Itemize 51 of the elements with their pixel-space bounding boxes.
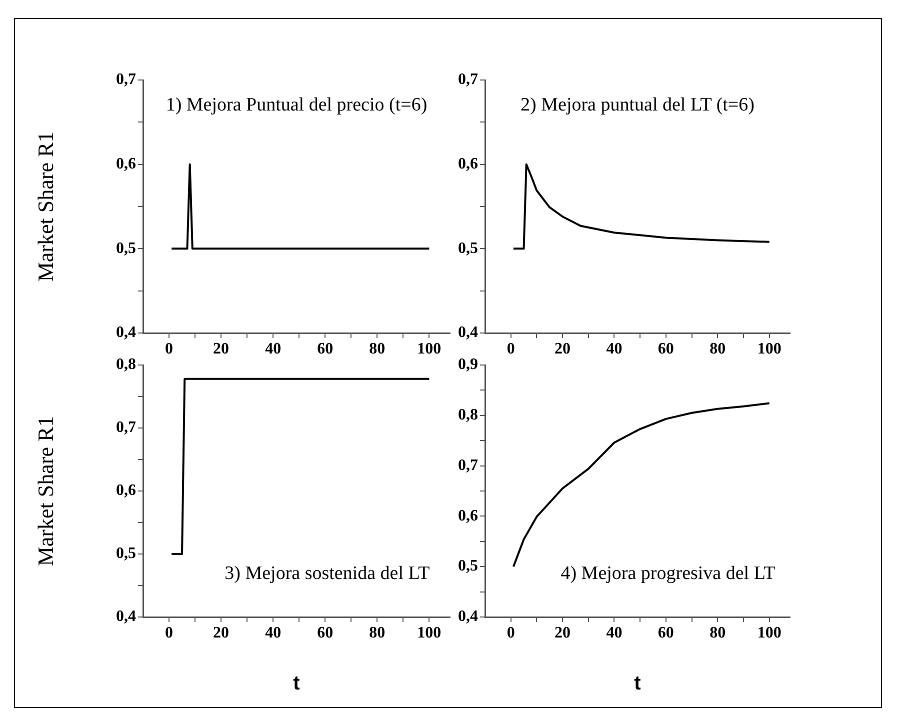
y-tick-label: 0,4 xyxy=(458,608,478,626)
x-tick-label: 100 xyxy=(757,624,782,642)
annotation: 4) Mejora progresiva del LT xyxy=(560,563,776,584)
x-tick-label: 60 xyxy=(658,624,674,642)
y-tick-label: 0,5 xyxy=(116,240,136,257)
y-tick-label: 0,7 xyxy=(458,456,478,474)
x-tick-label: 40 xyxy=(265,624,282,642)
y-tick-label: 0,5 xyxy=(458,240,478,257)
y-tick-label: 0,6 xyxy=(116,482,136,500)
y-tick-label: 0,7 xyxy=(116,71,136,88)
x-tick-label: 20 xyxy=(213,624,230,642)
x-tick-label: 40 xyxy=(606,340,622,358)
annotation: 3) Mejora sostenida del LT xyxy=(224,563,430,584)
y-tick-label: 0,8 xyxy=(116,356,136,374)
x-tick-label: 20 xyxy=(554,624,571,642)
y-tick-label: 0,7 xyxy=(458,71,478,88)
x-axis-title: t xyxy=(293,672,300,695)
x-tick-label: 0 xyxy=(506,624,515,642)
y-axis-title: Market Share R1 xyxy=(32,131,58,282)
y-tick-label: 0,9 xyxy=(458,356,478,374)
x-tick-label: 100 xyxy=(417,624,442,642)
annotation: 2) Mejora puntual del LT (t=6) xyxy=(520,94,754,116)
x-tick-label: 80 xyxy=(710,624,726,642)
y-tick-label: 0,4 xyxy=(458,324,478,342)
x-tick-label: 80 xyxy=(710,340,726,358)
x-tick-label: 40 xyxy=(265,340,282,358)
y-tick-label: 0,5 xyxy=(116,545,136,562)
y-tick-label: 0,8 xyxy=(458,406,478,424)
x-tick-label: 0 xyxy=(165,624,174,642)
y-tick-label: 0,6 xyxy=(116,155,136,172)
x-tick-label: 100 xyxy=(417,340,442,358)
y-tick-label: 0,4 xyxy=(116,324,136,342)
x-tick-label: 0 xyxy=(165,340,174,358)
x-tick-label: 60 xyxy=(658,340,674,358)
y-tick-label: 0,4 xyxy=(116,608,136,626)
x-tick-label: 0 xyxy=(506,340,515,358)
y-tick-label: 0,5 xyxy=(458,558,478,575)
x-axis-title: t xyxy=(634,672,642,695)
x-tick-label: 20 xyxy=(213,340,230,358)
annotation: 1) Mejora Puntual del precio (t=6) xyxy=(166,94,428,116)
x-tick-label: 80 xyxy=(369,340,386,358)
y-tick-label: 0,6 xyxy=(458,155,478,172)
x-tick-label: 80 xyxy=(369,624,386,642)
y-tick-label: 0,7 xyxy=(116,419,136,436)
x-tick-label: 40 xyxy=(606,624,622,642)
x-tick-label: 60 xyxy=(317,340,334,358)
x-tick-label: 20 xyxy=(554,340,571,358)
y-axis-title: Market Share R1 xyxy=(32,416,58,566)
x-tick-label: 100 xyxy=(757,340,782,358)
x-tick-label: 60 xyxy=(317,624,334,642)
y-tick-label: 0,6 xyxy=(458,507,478,524)
